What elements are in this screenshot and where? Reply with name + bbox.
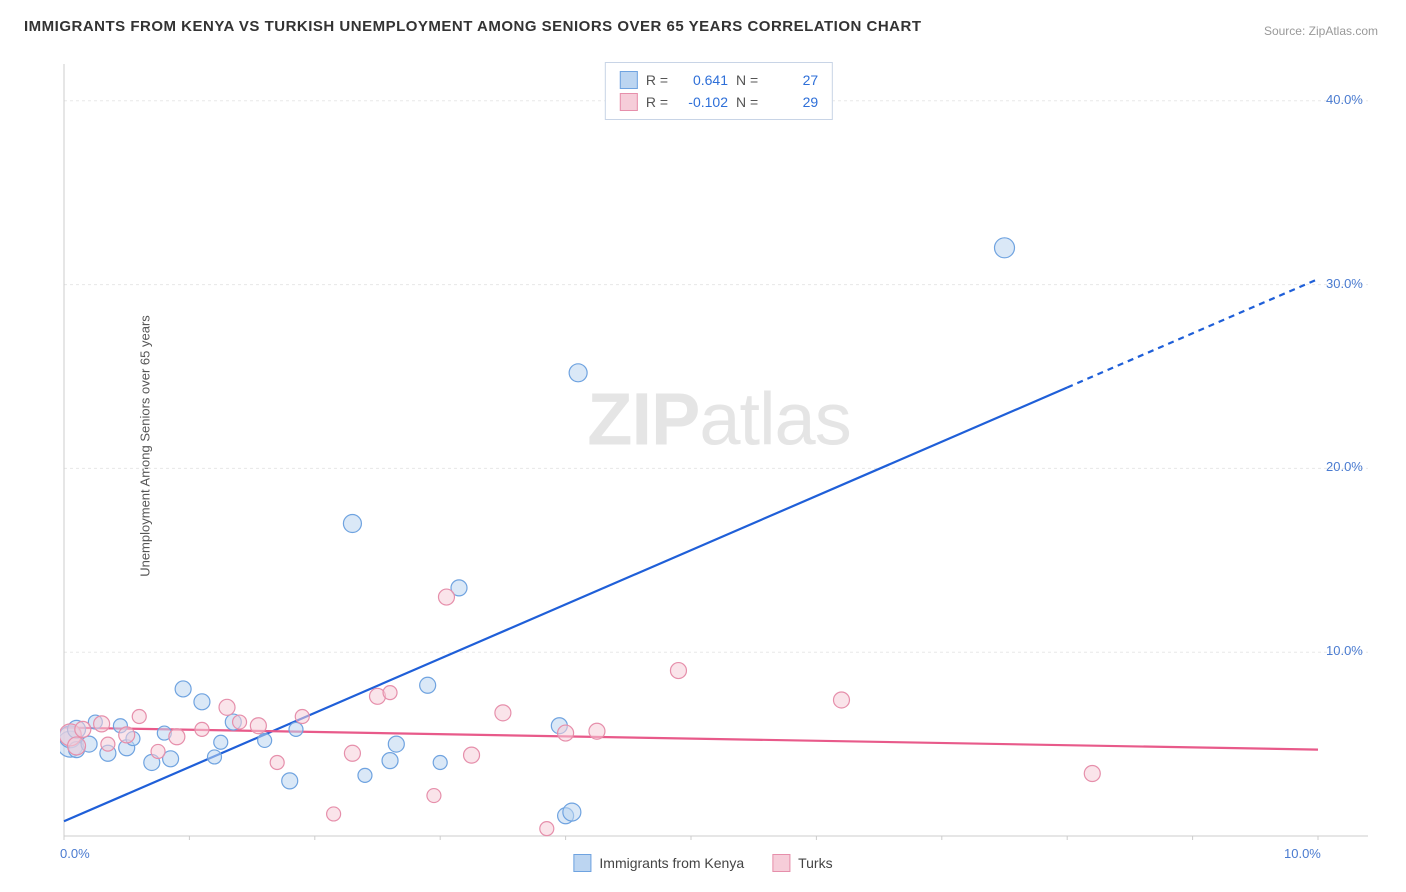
x-tick-label: 10.0% (1284, 846, 1321, 861)
y-tick-label: 10.0% (1326, 643, 1363, 658)
swatch-kenya-icon (573, 854, 591, 872)
chart-title: IMMIGRANTS FROM KENYA VS TURKISH UNEMPLO… (24, 18, 922, 35)
stats-row-turks: R = -0.102 N = 29 (620, 91, 818, 113)
y-tick-label: 20.0% (1326, 459, 1363, 474)
n-value-kenya: 27 (766, 69, 818, 91)
y-tick-label: 40.0% (1326, 92, 1363, 107)
swatch-turks (620, 93, 638, 111)
legend-item-turks: Turks (772, 854, 832, 872)
swatch-turks-icon (772, 854, 790, 872)
legend-label-turks: Turks (798, 855, 832, 871)
r-label: R = (646, 91, 668, 113)
correlation-stats-box: R = 0.641 N = 27 R = -0.102 N = 29 (605, 62, 833, 120)
y-tick-label: 30.0% (1326, 276, 1363, 291)
legend-item-kenya: Immigrants from Kenya (573, 854, 744, 872)
bottom-legend: Immigrants from Kenya Turks (573, 854, 832, 872)
x-tick-label: 0.0% (60, 846, 90, 861)
r-value-turks: -0.102 (676, 91, 728, 113)
chart-area: ZIPatlas R = 0.641 N = 27 R = -0.102 N =… (60, 60, 1378, 840)
stats-row-kenya: R = 0.641 N = 27 (620, 69, 818, 91)
source-attribution: Source: ZipAtlas.com (1264, 24, 1378, 38)
scatter-plot-svg (60, 60, 1378, 840)
n-value-turks: 29 (766, 91, 818, 113)
r-label: R = (646, 69, 668, 91)
r-value-kenya: 0.641 (676, 69, 728, 91)
n-label: N = (736, 91, 758, 113)
swatch-kenya (620, 71, 638, 89)
n-label: N = (736, 69, 758, 91)
legend-label-kenya: Immigrants from Kenya (599, 855, 744, 871)
